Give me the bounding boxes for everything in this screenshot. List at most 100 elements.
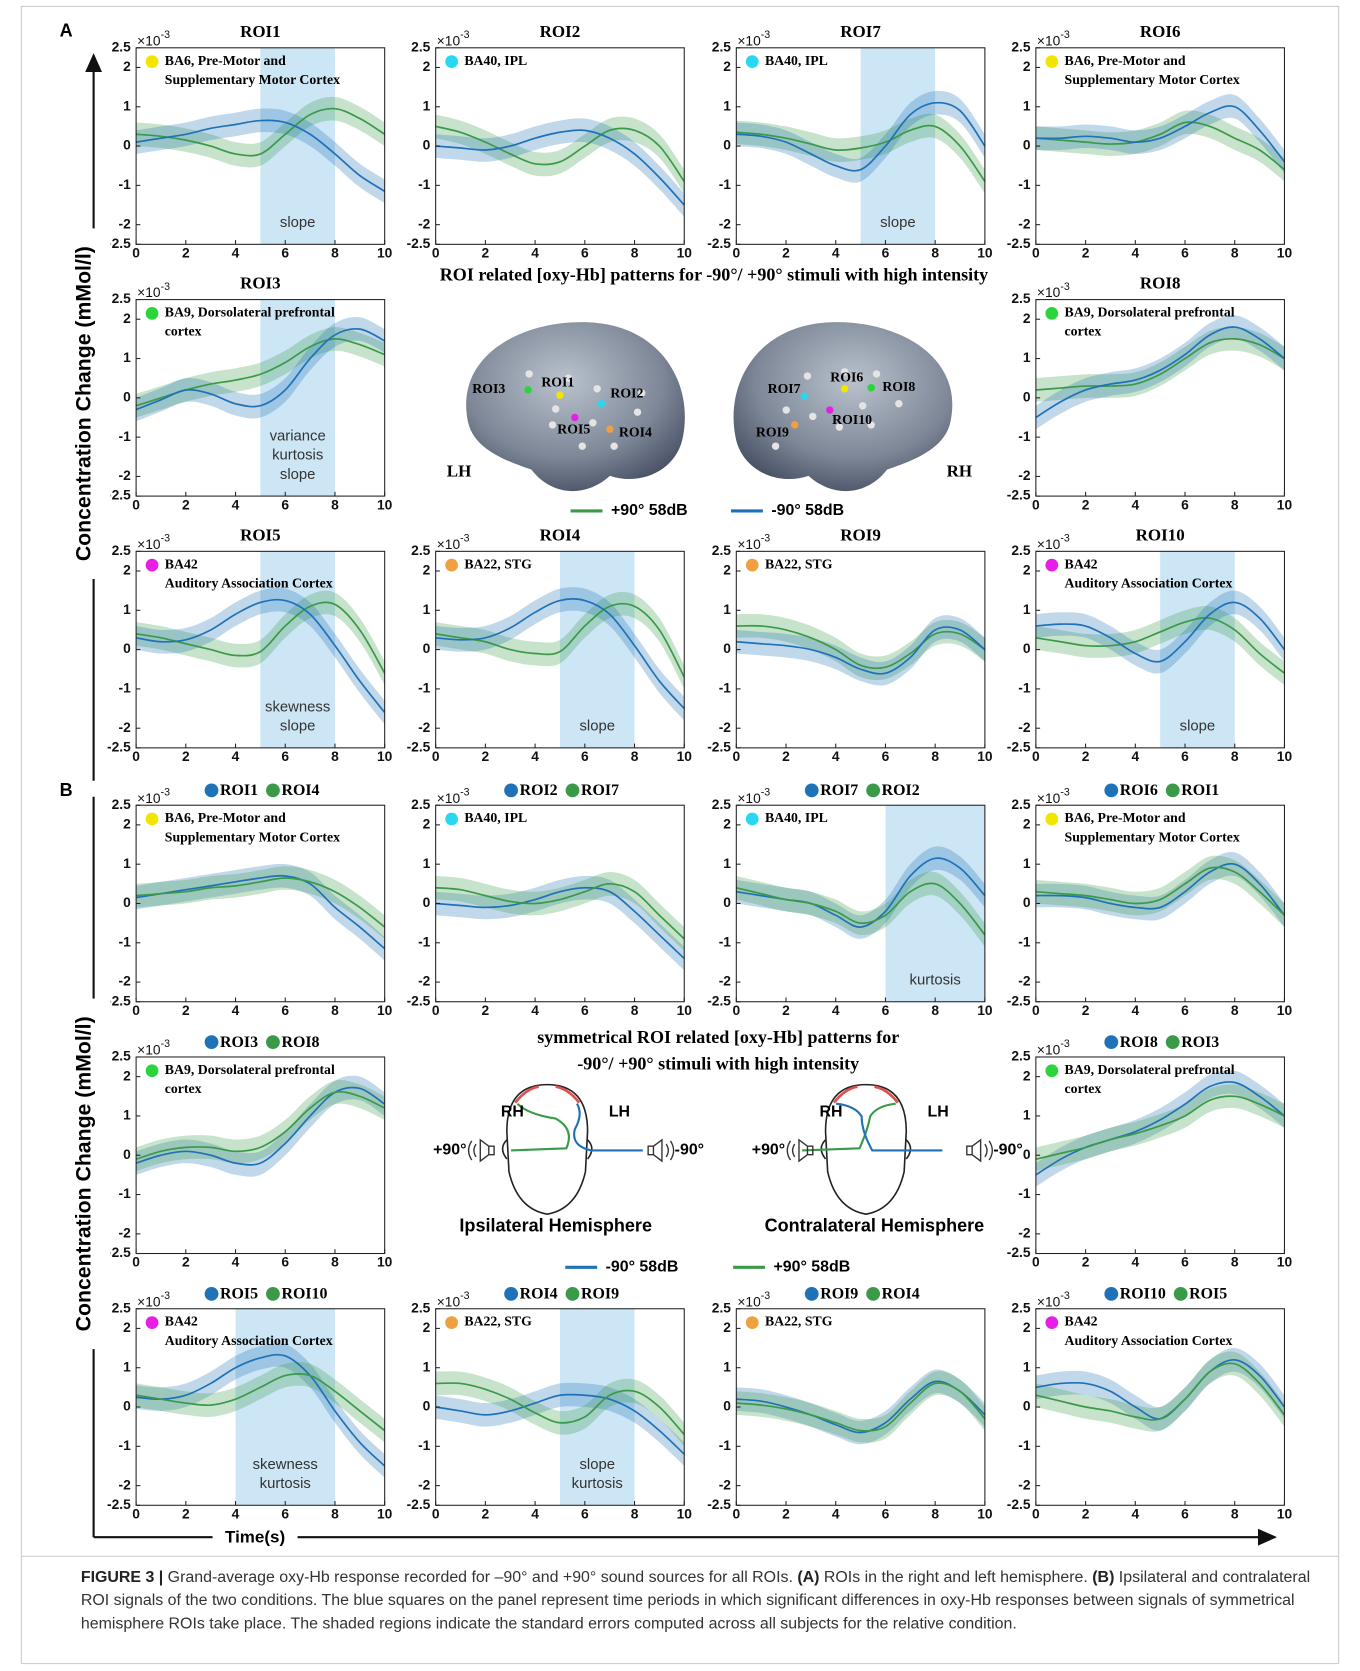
angle-label: +90° <box>752 1142 785 1159</box>
y-scale-base: ×10 <box>1037 1294 1061 1309</box>
caption-part: FIGURE 3 | <box>80 1567 168 1587</box>
pathway <box>511 1102 570 1152</box>
x-tick-label: 10 <box>377 497 393 512</box>
y-tick-label: -2.5 <box>707 740 731 755</box>
error-band <box>435 114 685 194</box>
plot-series <box>136 96 385 204</box>
y-tick-label: -1 <box>119 1438 132 1453</box>
legend-label: ROI8 <box>281 1034 319 1051</box>
head-title: Ipsilateral Hemisphere <box>459 1216 652 1236</box>
note-text: BA42 <box>1065 556 1098 571</box>
series-line <box>136 1373 385 1432</box>
y-scale: ×10-3 <box>137 786 170 805</box>
highlight-label: kurtosis <box>260 1476 311 1492</box>
legend-label: -90° 58dB <box>606 1259 679 1276</box>
legend-label: ROI10 <box>1120 1286 1166 1303</box>
x-tick-label: 6 <box>281 1506 289 1521</box>
y-tick-label: 2.5 <box>1011 797 1031 812</box>
error-band <box>1035 1084 1285 1171</box>
y-tick-label: 2 <box>1023 59 1031 74</box>
note-text: BA42 <box>165 1314 198 1329</box>
y-tick-label: 2 <box>723 59 731 74</box>
y-tick-label: 2.5 <box>1011 543 1031 558</box>
x-tick-label: 8 <box>1231 246 1239 261</box>
y-tick-label: 2 <box>423 817 431 832</box>
y-scale-base: ×10 <box>137 285 161 300</box>
y-tick-label: -2 <box>119 216 132 231</box>
y-tick-label: 0 <box>1023 138 1031 153</box>
speaker-icon <box>647 1138 675 1163</box>
note-text: BA40, IPL <box>464 53 527 68</box>
chart: 0 2 4 6 8 10 -2.5 -2 -1 0 1 2 2.5 ×10-3 BA40, IPL ROI2 R… <box>407 782 693 1018</box>
chart: variance kurtosis slope 0 2 4 6 8 10 -2.5 -2 -1 0 1 2 2… <box>107 274 393 513</box>
y-tick-label: 0 <box>423 895 431 910</box>
pathway <box>802 1102 896 1152</box>
x-tick-label: 0 <box>132 1506 140 1521</box>
note-text: BA9, Dorsolateral prefrontal <box>1065 1062 1235 1077</box>
note-text: BA40, IPL <box>765 810 828 825</box>
y-tick-label: -2.5 <box>107 1245 131 1260</box>
y-scale: ×10-3 <box>737 29 770 48</box>
legend-dot <box>266 1286 280 1301</box>
y-tick-label: 0 <box>423 1399 431 1414</box>
x-tick-label: 10 <box>377 749 393 764</box>
chart: 0 2 4 6 8 10 -2.5 -2 -1 0 1 2 2.5 ×10-3 BA6, Pre-Motor… <box>1007 782 1293 1018</box>
y-scale-base: ×10 <box>737 537 761 552</box>
roi-label: ROI7 <box>768 381 801 396</box>
chart: slope kurtosis 0 2 4 6 8 10 -2.5 -2 -1 0 1 2 2.5 ×10-3 B… <box>407 1286 693 1522</box>
x-tick-label: 10 <box>1277 1003 1293 1018</box>
roi-label: ROI6 <box>830 369 863 384</box>
y-tick-label: -1 <box>719 681 732 696</box>
x-tick-label: 8 <box>331 246 339 261</box>
y-tick-label: 1 <box>1023 1359 1031 1374</box>
y-scale-exponent: -3 <box>761 786 771 798</box>
series-line <box>435 125 685 182</box>
error-band <box>136 316 385 422</box>
x-tick-label: 8 <box>931 1506 939 1521</box>
y-tick-label: 2.5 <box>112 39 132 54</box>
roi-dot <box>571 413 579 422</box>
x-tick-label: 10 <box>1277 1255 1293 1270</box>
roi-dot <box>606 425 614 433</box>
head-ear <box>501 1139 593 1160</box>
chart: slope 0 2 4 6 8 10 -2.5 -2 -1 0 1 2 2.5 ×10-3 ROI10 BA42… <box>1007 525 1293 764</box>
plot-area <box>435 47 685 245</box>
channel-dot <box>633 408 642 416</box>
note-dot <box>745 55 759 68</box>
y-tick-label: -2 <box>1018 216 1031 231</box>
y-scale-exponent: -3 <box>761 1290 771 1302</box>
channel-dot <box>858 402 867 410</box>
x-tick-label: 0 <box>132 246 140 261</box>
y-tick-label: -1 <box>418 934 431 949</box>
y-tick-label: -2.5 <box>107 236 131 251</box>
y-tick-label: 1 <box>1023 1108 1031 1123</box>
y-tick-label: 0 <box>123 389 131 404</box>
error-band <box>136 590 385 685</box>
plot-series <box>136 1075 385 1177</box>
y-scale: ×10-3 <box>437 786 470 805</box>
legend-dot <box>565 1286 580 1301</box>
note-text: BA6, Pre-Motor and <box>1065 810 1186 825</box>
note-dot <box>745 1316 759 1329</box>
chart: 0 2 4 6 8 10 -2.5 -2 -1 0 1 2 2.5 ×10-3 BA22, STG ROI9 R… <box>707 1286 993 1522</box>
note-text: BA42 <box>1065 1314 1098 1329</box>
y-tick-label: -1 <box>1018 1438 1031 1453</box>
y-tick-label: 0 <box>1023 641 1031 656</box>
y-tick-label: 2.5 <box>112 1300 132 1315</box>
series-line <box>435 1382 685 1436</box>
channel-dot <box>771 442 780 450</box>
note-text: BA9, Dorsolateral prefrontal <box>165 1062 335 1077</box>
y-scale-base: ×10 <box>1037 790 1061 805</box>
series-line <box>136 1090 385 1160</box>
chart-title: ROI5 <box>240 525 281 544</box>
y-tick-label: 0 <box>723 138 731 153</box>
plot-series <box>435 1371 685 1466</box>
x-tick-label: 2 <box>1082 749 1090 764</box>
note-text: Supplementary Motor Cortex <box>165 829 340 844</box>
x-tick-label: 6 <box>1181 1255 1189 1270</box>
chart-title: ROI4 <box>540 525 581 544</box>
x-tick-label: 10 <box>1277 246 1293 261</box>
note-text: cortex <box>165 1081 202 1096</box>
y-tick-label: 1 <box>1023 602 1031 617</box>
y-scale-base: ×10 <box>1037 285 1061 300</box>
